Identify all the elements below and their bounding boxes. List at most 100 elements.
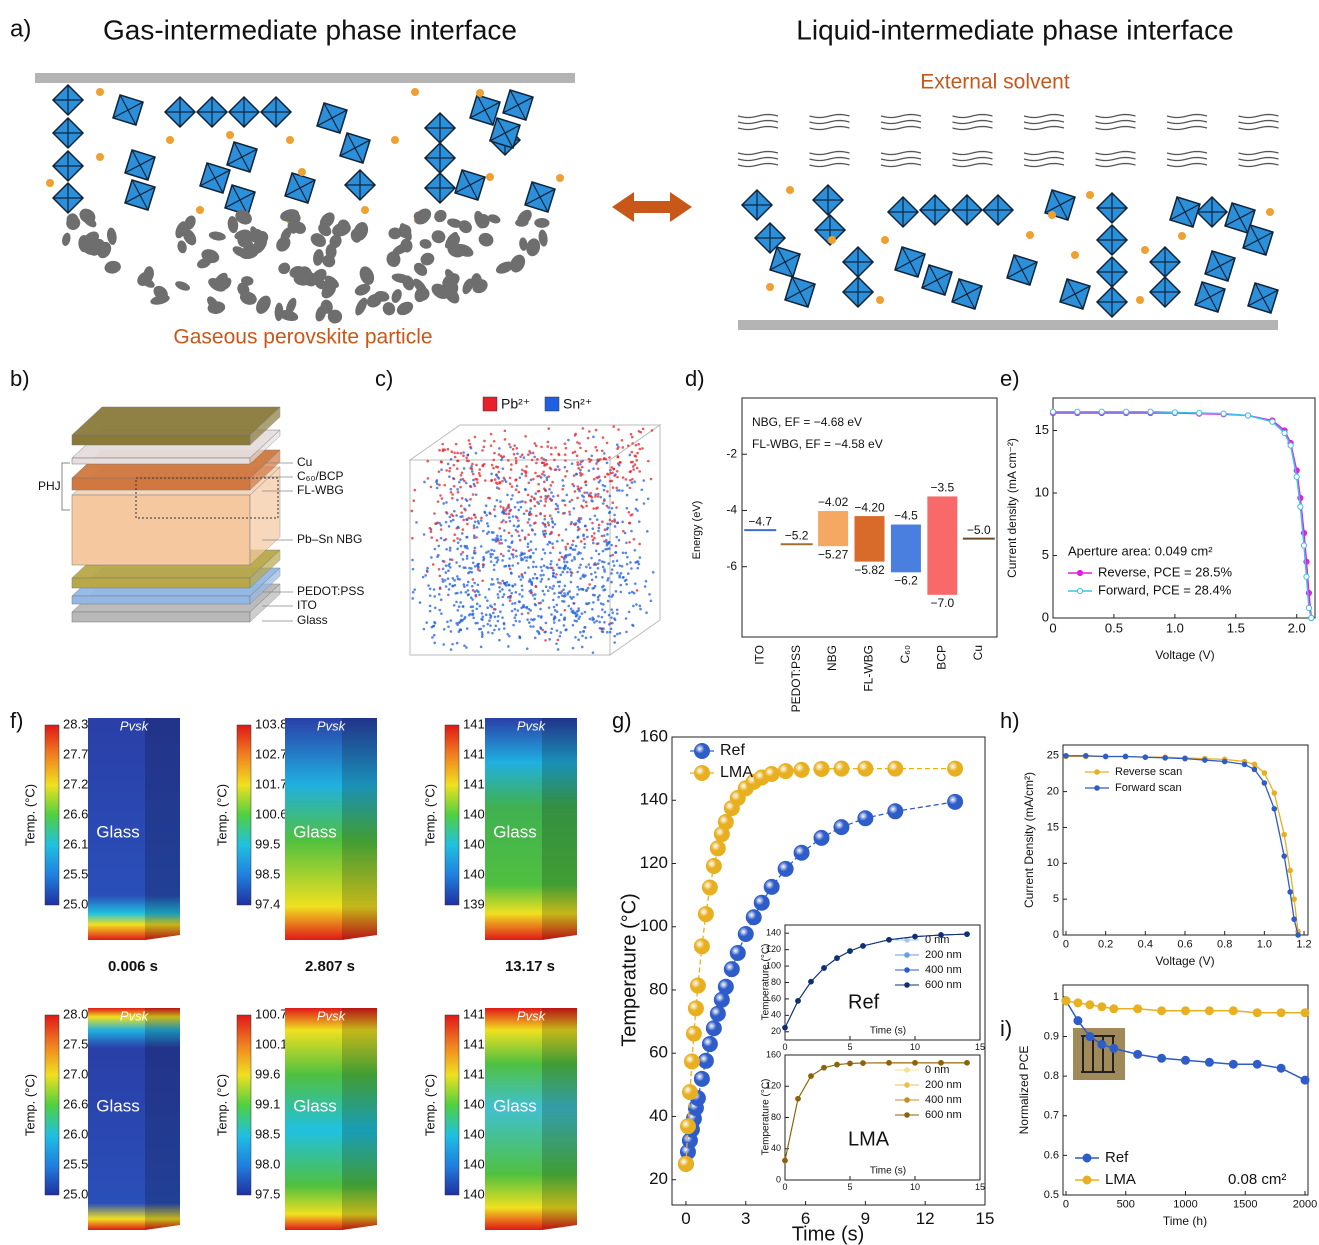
ion-dot (570, 608, 573, 611)
ion-dot (510, 572, 513, 575)
ion-dot (543, 464, 546, 467)
ion-dot (559, 552, 562, 555)
ion-dot (542, 548, 545, 551)
data-point (814, 761, 829, 776)
ion-dot (563, 561, 566, 564)
data-point (1110, 1044, 1118, 1052)
data-point (965, 1061, 970, 1066)
data-point (1050, 409, 1055, 414)
data-point (809, 979, 814, 984)
ion-dot (566, 561, 569, 564)
ion-dot (466, 499, 469, 502)
ion-dot (447, 625, 450, 628)
data-point (698, 907, 713, 922)
ion-dot (510, 498, 513, 501)
ion-dot (432, 563, 435, 566)
ion-dot (564, 584, 567, 587)
ion-dot (455, 601, 458, 604)
annotation: 0.08 cm² (1228, 1171, 1286, 1188)
legend-marker (1095, 786, 1100, 791)
ion-dot (497, 559, 500, 562)
x-tick-label: 1.0 (1257, 938, 1272, 950)
ion-dot (529, 524, 532, 527)
ion-dot (509, 599, 512, 602)
data-point (1262, 781, 1267, 786)
ion-dot (573, 556, 576, 559)
ion-dot (606, 462, 609, 465)
ion-dot (510, 468, 513, 471)
ion-dot (541, 558, 544, 561)
ion-dot (566, 542, 569, 545)
ion-dot (511, 485, 514, 488)
ion-dot (529, 609, 532, 612)
ion-dot (591, 500, 594, 503)
ion-dot (481, 631, 484, 634)
ion-dot (629, 487, 632, 490)
ion-dot (613, 564, 616, 567)
ion-dot (603, 534, 606, 537)
ion-dot (457, 541, 460, 544)
legend-marker (695, 744, 710, 759)
ion-dot (460, 505, 463, 508)
ion-dot (548, 606, 551, 609)
ion-dot (614, 525, 617, 528)
ion-dot (516, 452, 519, 455)
ion-dot (546, 543, 549, 546)
panel-label: a) (10, 15, 31, 42)
data-point (1203, 758, 1208, 763)
ion-dot (449, 516, 452, 519)
column-side-shade (542, 1008, 577, 1230)
ion-dot (472, 493, 475, 496)
ion-dot (495, 465, 498, 468)
data-point (888, 804, 903, 819)
x-tick-label: FL-WBG (862, 645, 876, 692)
ion-dot (624, 532, 627, 535)
data-point (1292, 917, 1297, 922)
ion-dot (481, 449, 484, 452)
ion-dot (453, 485, 456, 488)
ion-dot (449, 558, 452, 561)
ion-dot (615, 590, 618, 593)
solvent-molecule (411, 88, 419, 96)
ion-dot (460, 452, 463, 455)
solvent-molecule (361, 206, 369, 214)
ion-dot (634, 549, 637, 552)
ion-dot (515, 614, 518, 617)
ion-dot (556, 610, 559, 613)
ion-dot (415, 521, 418, 524)
ion-dot (638, 470, 641, 473)
ion-dot (440, 537, 443, 540)
colorbar-tick-label: 26.1 (63, 836, 88, 851)
ion-dot (450, 458, 453, 461)
data-point (796, 999, 801, 1004)
ion-dot (559, 573, 562, 576)
ion-dot (609, 519, 612, 522)
y-tick-label: 1 (1053, 991, 1059, 1003)
colorbar-tick-label: 97.4 (255, 896, 280, 911)
ion-dot (530, 618, 533, 621)
data-point (698, 1053, 713, 1068)
ion-dot (548, 638, 551, 641)
ion-dot (571, 544, 574, 547)
ion-dot (614, 473, 617, 476)
ion-dot (531, 528, 534, 531)
ion-dot (576, 454, 579, 457)
ion-dot (602, 589, 605, 592)
data-point (1110, 1005, 1118, 1013)
x-axis-label: Time (s) (792, 1223, 865, 1245)
ion-dot (487, 531, 490, 534)
ion-dot (597, 567, 600, 570)
data-point (887, 937, 892, 942)
ion-dot (523, 513, 526, 516)
ion-dot (434, 606, 437, 609)
legend-label: 400 nm (925, 964, 962, 976)
ion-dot (578, 566, 581, 569)
ion-dot (443, 484, 446, 487)
panel-label: d) (685, 366, 705, 391)
data-point (1270, 419, 1275, 424)
ion-dot (515, 515, 518, 518)
ion-dot (574, 433, 577, 436)
ion-dot (538, 490, 541, 493)
legend-label: Reverse scan (1115, 766, 1182, 778)
ion-dot (518, 575, 521, 578)
